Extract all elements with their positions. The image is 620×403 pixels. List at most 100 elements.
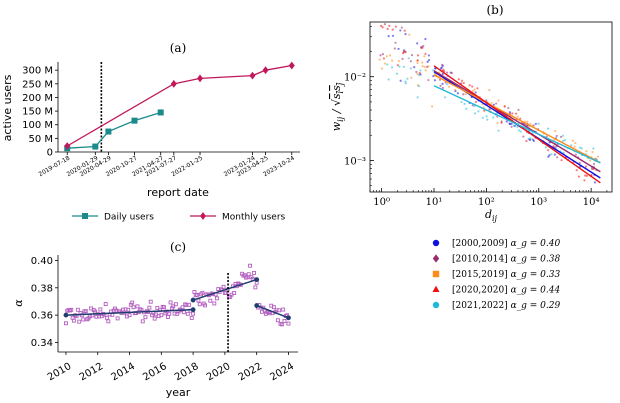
chart-b-series-3-point bbox=[483, 109, 486, 112]
chart-c-point bbox=[181, 310, 186, 315]
chart-b-x-tick-label: 10² bbox=[478, 197, 495, 208]
chart-b-series-0-point bbox=[404, 32, 407, 36]
chart-c-point bbox=[232, 291, 237, 295]
chart-b-series-2-point bbox=[573, 145, 576, 148]
chart-a-series-1-line bbox=[66, 64, 292, 147]
panel-label-a: (a) bbox=[170, 41, 187, 55]
chart-b-series-3-point bbox=[416, 54, 420, 57]
chart-a-y-tick-label: 50 M bbox=[28, 134, 53, 145]
chart-b-series-3-point bbox=[457, 78, 460, 81]
chart-b-series-2-point bbox=[388, 54, 392, 57]
chart-b-series-4-point bbox=[563, 138, 567, 142]
chart-c-point bbox=[253, 285, 258, 290]
chart-c-point bbox=[200, 290, 205, 295]
chart-c-y-label: α bbox=[12, 299, 25, 307]
chart-b-series-3-point bbox=[511, 112, 514, 115]
chart-c-point bbox=[106, 319, 111, 324]
chart-b-legend-label: [2021,2022] α_g = 0.29 bbox=[452, 301, 560, 311]
chart-c-y-tick-label: 0.38 bbox=[31, 283, 53, 294]
chart-b-series-2-point bbox=[424, 69, 427, 72]
chart-b-series-0-point bbox=[387, 35, 390, 38]
chart-c-point bbox=[195, 292, 200, 297]
chart-b-series-1-point bbox=[393, 47, 396, 50]
chart-b-series-0-point bbox=[553, 153, 556, 156]
chart-b-series-4-point bbox=[398, 65, 401, 68]
chart-b-series-3-point bbox=[525, 139, 528, 143]
chart-b-series-1-point bbox=[415, 70, 418, 74]
chart-b-series-2-point bbox=[430, 105, 434, 108]
chart-a-series-1-point bbox=[288, 61, 295, 70]
chart-a-legend-marker bbox=[200, 212, 206, 220]
chart-c-point bbox=[212, 301, 217, 306]
chart-b-series-4-point bbox=[580, 147, 583, 150]
chart-c-point bbox=[277, 308, 282, 313]
chart-b-series-3-point bbox=[391, 28, 394, 31]
chart-b-series-1-point bbox=[574, 153, 577, 156]
chart-b-legend-marker bbox=[432, 254, 440, 263]
chart-b-series-0-point bbox=[548, 154, 551, 157]
chart-b-series-1-point bbox=[383, 23, 387, 26]
chart-b-series-4-point bbox=[473, 112, 477, 115]
chart-b-series-1-point bbox=[462, 93, 465, 96]
chart-b-series-1-point bbox=[394, 41, 397, 44]
chart-b-series-4-point bbox=[485, 115, 488, 118]
chart-c-x-label: year bbox=[166, 386, 191, 399]
chart-b-series-4-point bbox=[416, 96, 419, 99]
chart-a-y-label: active users bbox=[1, 74, 14, 141]
chart-a-legend-marker bbox=[82, 213, 88, 219]
chart-b-x-tick-label: 10⁴ bbox=[583, 197, 600, 208]
chart-a-y-tick-label: 100 M bbox=[22, 120, 53, 131]
chart-b-series-4-point bbox=[386, 63, 389, 66]
chart-b-series-2-point bbox=[571, 139, 575, 142]
chart-c-point bbox=[168, 300, 173, 305]
chart-c-point bbox=[189, 315, 194, 320]
chart-b-series-3-point bbox=[386, 27, 389, 30]
chart-c-point bbox=[71, 318, 76, 323]
chart-c-point bbox=[171, 304, 176, 309]
chart-b-series-2-point bbox=[488, 108, 491, 111]
chart-b-series-3-point bbox=[402, 51, 405, 55]
chart-c-point bbox=[147, 305, 152, 310]
chart-b-series-1-point bbox=[427, 78, 430, 82]
chart-b-series-2-point bbox=[464, 93, 467, 96]
chart-b-series-3-point bbox=[471, 85, 474, 88]
chart-b-x-tick-label: 10³ bbox=[530, 197, 547, 208]
chart-b-series-2-point bbox=[453, 88, 457, 91]
chart-c-point bbox=[63, 321, 68, 326]
chart-b-series-1-point bbox=[556, 156, 559, 159]
chart-c-point bbox=[159, 313, 164, 318]
chart-b-legend: [2000,2009] α_g = 0.40 [2010,2014] α_g = … bbox=[432, 239, 560, 311]
chart-b-series-3-point bbox=[552, 145, 555, 148]
chart-b-series-3-point bbox=[403, 29, 406, 32]
chart-a-y-tick-label: 0 bbox=[47, 148, 53, 159]
chart-c-fit-0-end bbox=[190, 307, 196, 313]
chart-a-y-tick-label: 200 M bbox=[22, 93, 53, 104]
chart-b-series-4-point bbox=[445, 83, 449, 86]
chart-b-series-4-point bbox=[395, 72, 399, 75]
chart-c-point bbox=[173, 302, 178, 307]
chart-b-series-1-point bbox=[439, 84, 442, 87]
chart-b-series-2-point bbox=[447, 85, 451, 88]
chart-b-series-4-point bbox=[409, 67, 412, 70]
chart-b-legend-marker bbox=[432, 239, 440, 247]
chart-a-series-1-point bbox=[249, 71, 256, 80]
chart-b-legend-label: [2020,2020] α_g = 0.44 bbox=[452, 286, 560, 296]
chart-b-series-0-point bbox=[534, 122, 537, 125]
chart-b-series-1-point bbox=[559, 135, 563, 139]
chart-c-point bbox=[187, 302, 192, 307]
chart-c-point bbox=[191, 311, 196, 316]
chart-c-point bbox=[81, 317, 86, 322]
chart-c-point bbox=[143, 315, 148, 320]
chart-b-series-4-point bbox=[481, 116, 484, 119]
chart-c-point bbox=[246, 272, 251, 277]
chart-c-point bbox=[214, 296, 219, 301]
chart-b-series-3-point bbox=[584, 174, 587, 177]
chart-c-fit-1 bbox=[192, 278, 257, 301]
chart-b-series-4-point bbox=[561, 134, 564, 137]
chart-b-series-1-fit bbox=[433, 70, 601, 173]
chart-b-x-tick-label: 10¹ bbox=[426, 197, 443, 208]
chart-c-point bbox=[162, 305, 166, 310]
chart-c-point bbox=[69, 307, 74, 312]
